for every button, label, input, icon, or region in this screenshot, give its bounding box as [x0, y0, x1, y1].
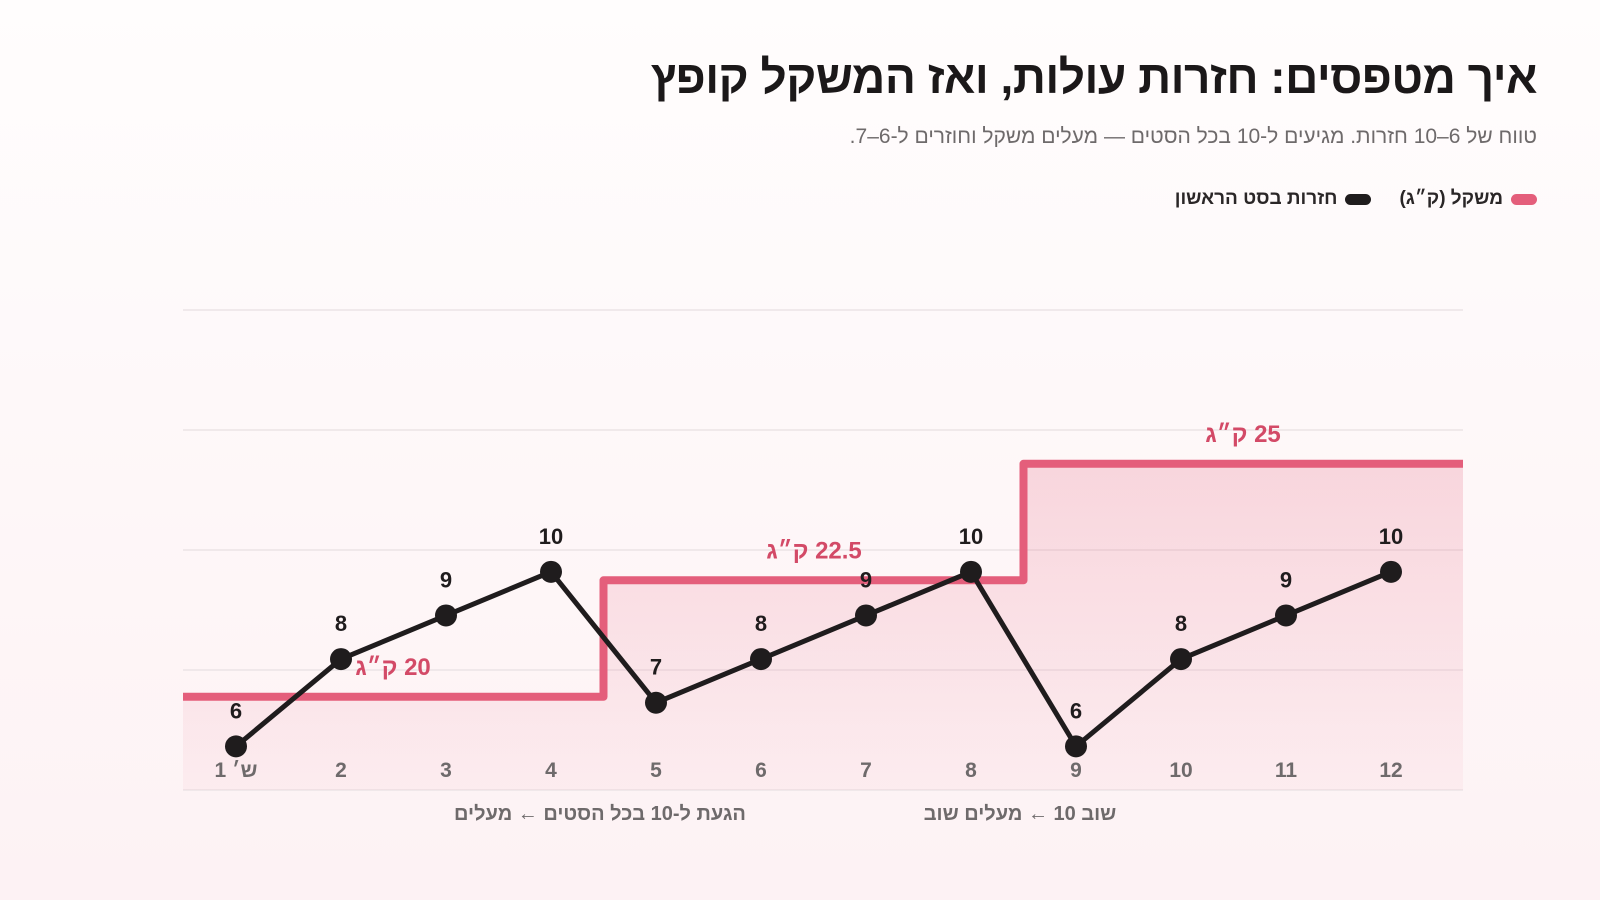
reps-data-label: 8	[1175, 611, 1187, 636]
x-tick-label: 3	[440, 759, 452, 782]
reps-point	[1380, 560, 1402, 583]
reps-point	[645, 691, 667, 714]
reps-data-label: 10	[539, 524, 563, 549]
x-tick-label: 4	[545, 759, 557, 782]
reps-point	[540, 560, 562, 583]
reps-data-label: 8	[755, 611, 767, 636]
reps-point	[330, 648, 352, 671]
reps-data-label: 6	[1070, 698, 1082, 723]
reps-line	[233, 569, 1394, 749]
legend-swatch-reps	[1345, 193, 1372, 205]
x-tick-label: 12	[1379, 759, 1402, 782]
weight-label: 20 ק״ג	[355, 654, 431, 681]
reps-point	[1065, 735, 1087, 758]
chart-subtitle: טווח של 6–10 חזרות. מגיעים ל-10 בכל הסטי…	[849, 125, 1537, 148]
x-tick-label: 7	[860, 759, 872, 782]
reps-data-label: 9	[860, 567, 872, 592]
legend-item-reps: חזרות בסט הראשון	[1175, 188, 1372, 210]
reps-data-label: 6	[230, 698, 242, 723]
legend-item-weight: משקל (ק״ג)	[1399, 188, 1537, 210]
reps-point	[1170, 648, 1192, 671]
legend-label-weight: משקל (ק״ג)	[1399, 188, 1503, 209]
reps-data-label: 9	[440, 567, 452, 592]
reps-data-label: 9	[1280, 567, 1292, 592]
x-tick-label: 8	[965, 759, 977, 782]
x-tick-label: 5	[650, 759, 662, 782]
reps-data-label: 8	[335, 611, 347, 636]
reps-point	[750, 648, 772, 671]
weight-step-line	[183, 459, 1463, 701]
annotation-raise-again: שוב 10 ← מעלים שוב	[924, 803, 1117, 825]
chart-title: איך מטפסים: חזרות עולות, ואז המשקל קופץ	[650, 51, 1538, 103]
reps-point	[855, 604, 877, 627]
weight-label: 25 ק״ג	[1205, 421, 1281, 448]
x-tick-label: ש׳ 1	[215, 759, 258, 782]
reps-point	[960, 560, 982, 583]
weight-label: 22.5 ק״ג	[766, 537, 862, 564]
weight-area-fill	[183, 463, 1463, 790]
legend-swatch-weight	[1511, 193, 1537, 205]
reps-point	[225, 735, 247, 758]
x-tick-label: 6	[755, 759, 767, 782]
x-tick-label: 10	[1169, 759, 1192, 782]
x-tick-label: 9	[1070, 759, 1082, 782]
x-tick-label: 2	[335, 759, 347, 782]
reps-data-label: 10	[959, 524, 983, 549]
reps-point	[435, 604, 457, 627]
annotation-raise: הגעת ל-10 בכל הסטים ← מעלים	[454, 803, 746, 825]
reps-data-label: 10	[1379, 524, 1403, 549]
reps-point	[1275, 604, 1297, 627]
reps-data-label: 7	[650, 655, 662, 680]
legend: משקל (ק״ג) חזרות בסט הראשון	[1175, 188, 1537, 210]
legend-label-reps: חזרות בסט הראשון	[1174, 188, 1338, 209]
x-tick-label: 11	[1275, 759, 1298, 782]
